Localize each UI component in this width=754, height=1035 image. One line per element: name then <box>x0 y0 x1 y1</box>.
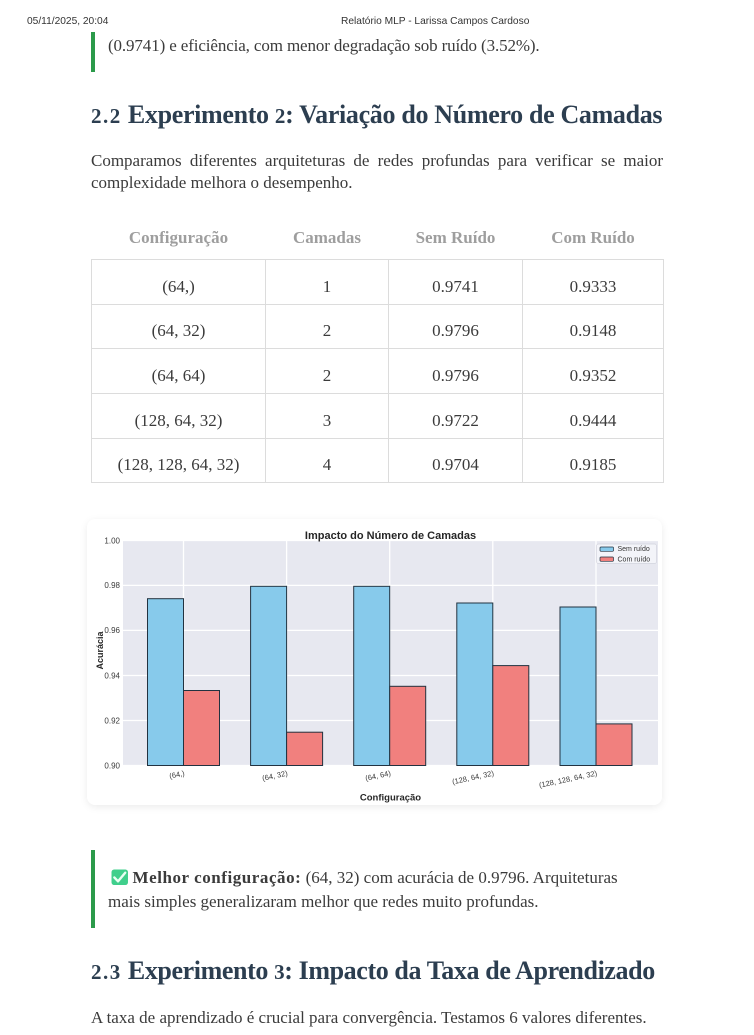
svg-text:(64,): (64,) <box>168 769 185 781</box>
svg-text:(128, 64, 32): (128, 64, 32) <box>451 769 495 787</box>
svg-text:Com ruído: Com ruído <box>618 556 651 563</box>
svg-text:0.92: 0.92 <box>104 716 120 725</box>
svg-text:Configuração: Configuração <box>360 793 421 804</box>
svg-text:(64, 32): (64, 32) <box>261 769 289 783</box>
svg-text:(128, 128, 64, 32): (128, 128, 64, 32) <box>538 769 598 790</box>
svg-text:1.00: 1.00 <box>104 536 120 545</box>
svg-text:0.94: 0.94 <box>104 671 120 680</box>
svg-text:0.96: 0.96 <box>104 626 120 635</box>
svg-text:Sem ruído: Sem ruído <box>618 546 650 553</box>
svg-text:0.98: 0.98 <box>104 581 120 590</box>
svg-text:Acurácia: Acurácia <box>95 630 105 669</box>
svg-text:0.90: 0.90 <box>104 761 120 770</box>
svg-text:(64, 64): (64, 64) <box>364 769 392 783</box>
svg-text:Impacto do Número de Camadas: Impacto do Número de Camadas <box>305 530 476 542</box>
